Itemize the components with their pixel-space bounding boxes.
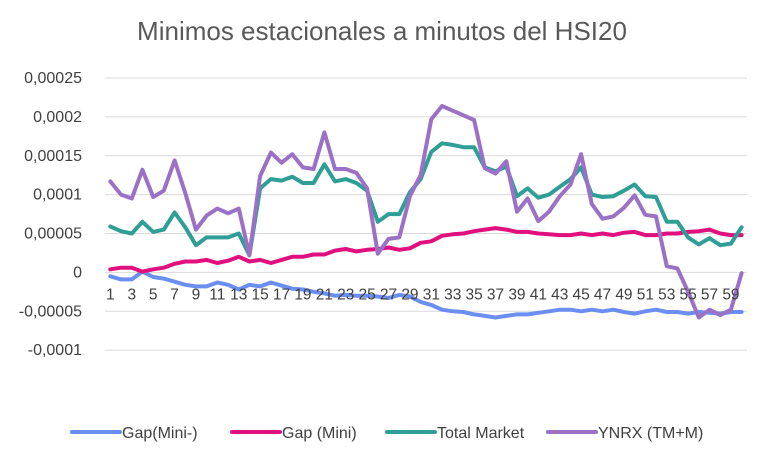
x-tick-label: 13 xyxy=(230,286,247,303)
x-tick-label: 17 xyxy=(273,286,290,303)
series-line xyxy=(108,269,744,320)
y-tick-label: -0,00005 xyxy=(19,303,82,320)
y-tick-label: 0,00015 xyxy=(24,148,82,165)
y-tick-label: 0,0001 xyxy=(33,187,82,204)
x-tick-label: 37 xyxy=(487,286,504,303)
x-tick-label: 19 xyxy=(294,286,311,303)
x-tick-label: 49 xyxy=(615,286,632,303)
legend-label: Gap(Mini-) xyxy=(122,425,198,442)
x-tick-label: 41 xyxy=(530,286,547,303)
x-tick-label: 45 xyxy=(573,286,590,303)
x-tick-label: 57 xyxy=(701,286,718,303)
x-tick-label: 43 xyxy=(551,286,568,303)
series-line xyxy=(108,226,744,274)
legend-label: Total Market xyxy=(437,425,525,442)
x-tick-label: 23 xyxy=(337,286,354,303)
y-tick-label: 0,0002 xyxy=(33,109,82,126)
x-tick-label: 59 xyxy=(722,286,739,303)
x-tick-label: 7 xyxy=(170,286,179,303)
x-tick-label: 3 xyxy=(127,286,136,303)
x-tick-label: 21 xyxy=(316,286,333,303)
x-tick-label: 39 xyxy=(508,286,525,303)
x-tick-label: 27 xyxy=(380,286,397,303)
x-tick-label: 5 xyxy=(149,286,158,303)
series-line xyxy=(108,141,744,258)
x-tick-label: 47 xyxy=(594,286,611,303)
y-tick-label: 0,00005 xyxy=(24,226,82,243)
legend-label: YNRX (TM+M) xyxy=(598,425,703,442)
x-tick-label: 33 xyxy=(444,286,461,303)
x-tick-label: 15 xyxy=(252,286,269,303)
series-lines xyxy=(108,104,744,320)
x-tick-label: 29 xyxy=(401,286,418,303)
x-tick-label: 35 xyxy=(466,286,483,303)
y-tick-label: -0,0001 xyxy=(28,342,82,359)
x-tick-label: 51 xyxy=(637,286,654,303)
x-tick-label: 25 xyxy=(359,286,376,303)
y-axis: -0,0001 -0,00005 0 0,00005 0,0001 0,00015 0,00… xyxy=(19,70,82,359)
chart-title: Minimos estacionales a minutos del HSI20 xyxy=(137,16,627,46)
x-tick-label: 55 xyxy=(680,286,697,303)
x-tick-label: 1 xyxy=(106,286,115,303)
series-line xyxy=(108,104,744,320)
y-tick-label: 0,00025 xyxy=(24,70,82,87)
legend: Gap(Mini-) Gap (Mini) Total Market YNRX (TM… xyxy=(70,425,703,442)
x-tick-label: 31 xyxy=(423,286,440,303)
x-axis: 1 3 5 7 9 11 13 15 17 19 21 23 25 27 29 31 33 35 37 39 41 43 4… xyxy=(106,286,740,303)
x-tick-label: 11 xyxy=(209,286,225,303)
y-tick-label: 0 xyxy=(73,264,82,281)
x-tick-label: 53 xyxy=(658,286,675,303)
x-tick-label: 9 xyxy=(192,286,201,303)
legend-label: Gap (Mini) xyxy=(282,425,357,442)
